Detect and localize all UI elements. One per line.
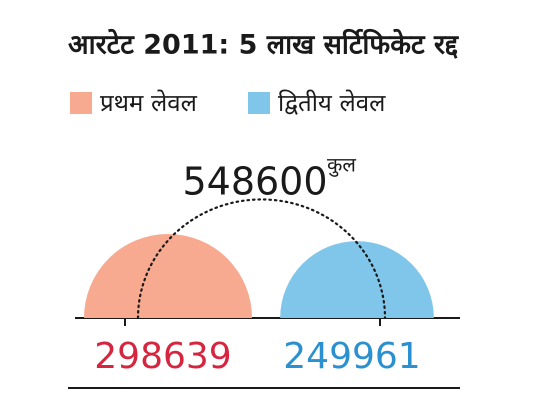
semicircle (84, 234, 252, 318)
total-value: 548600 (182, 160, 327, 204)
legend-label: द्वितीय लेवल (278, 89, 386, 117)
value-label: 298639 (94, 336, 231, 377)
legend-swatch (70, 92, 92, 114)
value-label: 249961 (283, 336, 420, 377)
legend-label: प्रथम लेवल (100, 89, 198, 117)
total-arc (136, 198, 387, 320)
legend-swatch (248, 92, 270, 114)
chart-title: आरटेट 2011: 5 लाख सर्टिफिकेट रद्द (68, 29, 459, 61)
semicircle (280, 241, 434, 318)
total-label: कुल (327, 153, 356, 178)
